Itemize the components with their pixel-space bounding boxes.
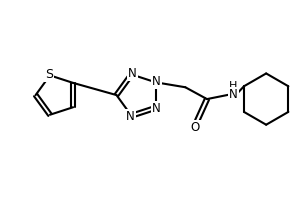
Text: N: N [152,75,161,88]
Text: H: H [228,81,237,91]
Text: O: O [190,121,200,134]
Text: N: N [152,102,161,115]
Text: N: N [128,67,137,80]
Text: N: N [126,110,135,123]
Text: N: N [229,88,238,101]
Text: S: S [45,68,53,81]
